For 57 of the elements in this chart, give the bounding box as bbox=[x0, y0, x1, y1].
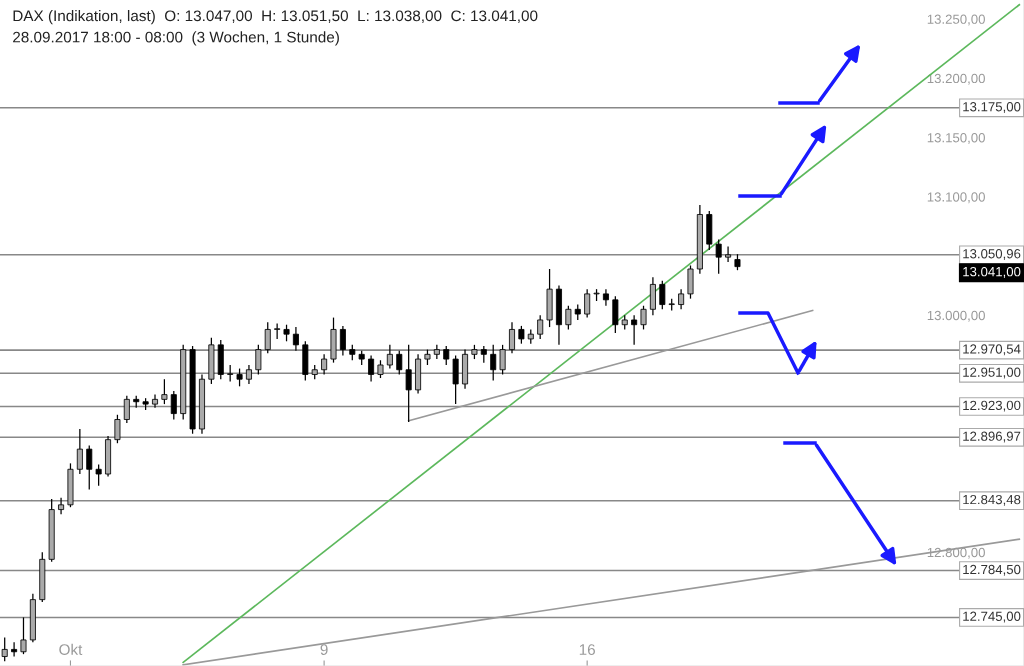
ref-line-label: 12.745,00 bbox=[963, 611, 1021, 623]
y-tick-label: 13.200,00 bbox=[927, 73, 985, 85]
y-tick-label: 13.000,00 bbox=[927, 310, 985, 322]
candlestick bbox=[368, 354, 375, 383]
ref-line-label: 12.843,48 bbox=[963, 494, 1021, 506]
ref-line-label: 12.951,00 bbox=[963, 367, 1021, 379]
candlestick bbox=[443, 345, 450, 366]
candlestick bbox=[114, 414, 121, 444]
candlestick bbox=[170, 390, 177, 421]
candlestick bbox=[537, 314, 544, 340]
candlestick bbox=[321, 353, 328, 376]
candlestick bbox=[659, 280, 666, 310]
candlestick bbox=[509, 321, 515, 354]
candlestick bbox=[725, 245, 732, 263]
ref-line-label: 13.050,96 bbox=[963, 249, 1021, 260]
candlestick bbox=[490, 344, 497, 382]
ref-line-label: 12.896,97 bbox=[963, 431, 1021, 443]
candlestick bbox=[76, 428, 83, 475]
candlestick bbox=[386, 344, 393, 370]
candlestick bbox=[715, 238, 722, 275]
text: DAX (Indikation, last) O: 13.047,00 H: 13.051,50 L: 13.038,00 C: 13.041,00 bbox=[13, 9, 538, 25]
ref-line-label: 12.784,50 bbox=[963, 564, 1021, 576]
candlestick bbox=[86, 444, 93, 491]
candlestick bbox=[396, 350, 403, 376]
candlestick bbox=[499, 344, 506, 376]
ref-line-label: 12.923,00 bbox=[963, 400, 1021, 412]
ref-line-label: 12.970,54 bbox=[963, 344, 1021, 356]
candlestick bbox=[123, 395, 130, 424]
candlestick bbox=[95, 463, 102, 487]
candlestick bbox=[1, 636, 8, 662]
candlestick bbox=[339, 325, 346, 357]
candlestick bbox=[584, 288, 591, 319]
candlestick bbox=[264, 321, 271, 354]
candlestick bbox=[678, 288, 685, 310]
candlestick bbox=[58, 497, 65, 515]
candlestick bbox=[161, 378, 168, 405]
candlestick bbox=[255, 344, 262, 376]
y-tick-label: 13.250,00 bbox=[927, 14, 985, 26]
x-tick-label: 16 bbox=[579, 644, 595, 655]
candlestick bbox=[640, 305, 647, 331]
candlestick bbox=[274, 322, 281, 340]
y-tick-label: 12.800,00 bbox=[927, 547, 985, 559]
y-tick-label: 13.100,00 bbox=[927, 192, 985, 204]
x-tick-label: 9 bbox=[320, 644, 328, 655]
candlestick bbox=[602, 288, 609, 307]
y-tick-label: 13.150,00 bbox=[927, 133, 985, 144]
candlestick bbox=[11, 641, 18, 658]
text: 28.09.2017 18:00 - 08:00 (3 Wochen, 1 Stunde) bbox=[13, 31, 339, 46]
annotation: 13.041,00 bbox=[963, 266, 1021, 278]
candlestick bbox=[631, 314, 638, 346]
candlestick bbox=[405, 344, 412, 423]
candlestick bbox=[20, 616, 27, 655]
candlestick bbox=[245, 364, 252, 385]
candlestick bbox=[292, 326, 299, 352]
x-tick-label: Okt bbox=[59, 643, 83, 655]
candlestick bbox=[565, 305, 572, 331]
ref-line-label: 13.175,00 bbox=[963, 102, 1021, 113]
